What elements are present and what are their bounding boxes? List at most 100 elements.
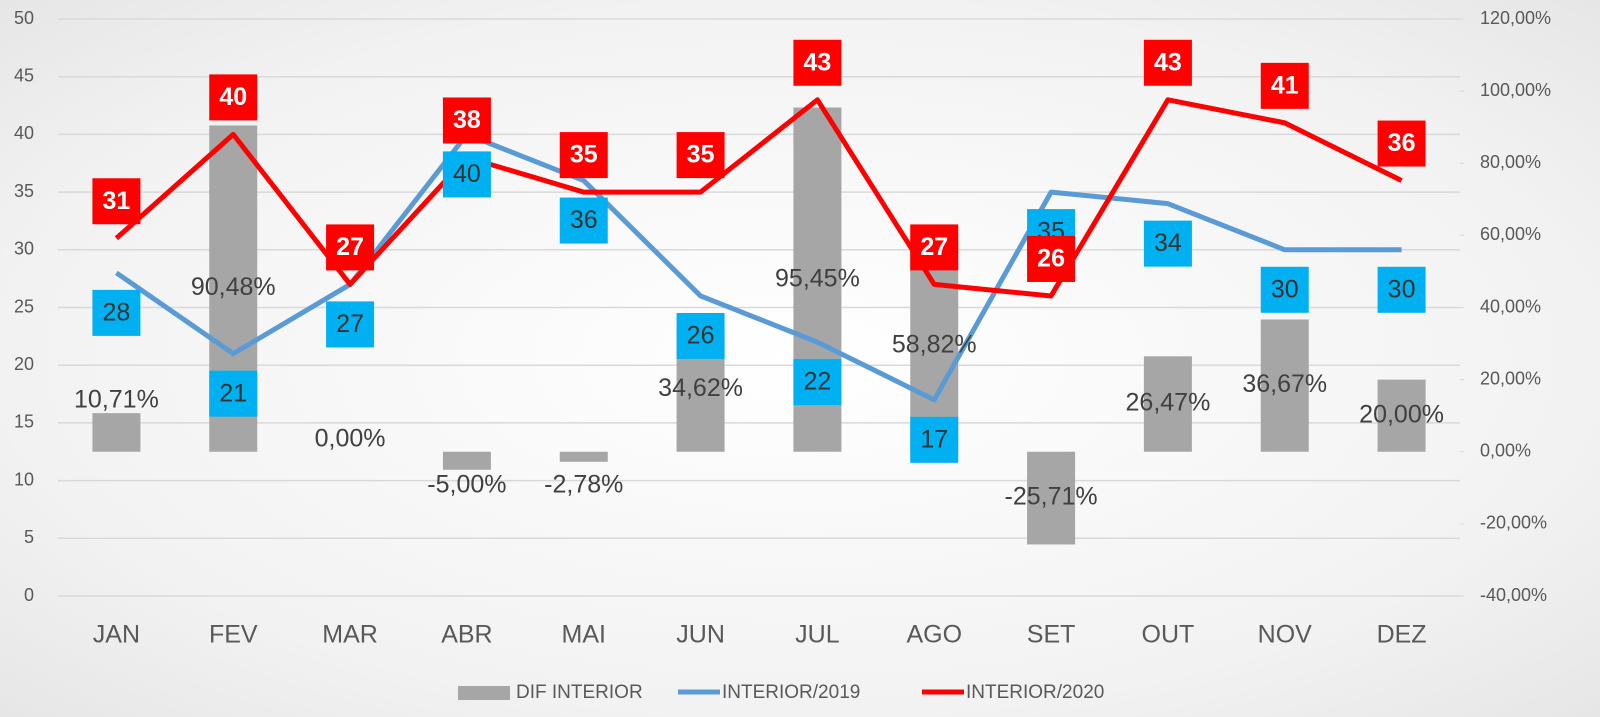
bar-label: 95,45% [775,264,860,292]
y-tick-label: 30 [14,239,34,259]
x-tick-label: ABR [441,621,492,649]
label-box [326,301,375,348]
line-label: 30 [1388,275,1416,303]
y2-tick-label: -20,00% [1480,513,1547,533]
line-label: 43 [1154,48,1182,76]
line [114,131,1402,403]
line-label: 41 [1271,71,1299,99]
y2-tick-label: 40,00% [1480,296,1541,316]
label-box [1260,266,1309,313]
bar [442,451,491,470]
line-label: 27 [920,233,948,261]
bar-label: 26,47% [1126,389,1211,417]
x-tick-label: FEV [209,621,258,649]
label-box [793,359,842,406]
y-tick-label: 10 [14,469,34,489]
bar-label: -5,00% [427,470,506,498]
label-box [442,97,491,144]
label-box [92,178,141,225]
y2-tick-label: -40,00% [1480,585,1547,605]
bar [1260,319,1309,452]
x-tick-label: DEZ [1377,621,1427,649]
bar-label: 90,48% [191,273,276,301]
bar [910,239,959,452]
label-box [209,74,258,121]
x-tick-label: JAN [93,621,140,649]
line-label: 31 [103,187,131,215]
line-label: 27 [336,310,364,338]
line-label: 26 [1037,245,1065,273]
y2-tick-label: 60,00% [1480,224,1541,244]
label-box [1143,39,1192,86]
label-box [92,289,141,336]
label-box [793,39,842,86]
x-tick-label: SET [1027,621,1076,649]
line-label: 26 [687,322,715,350]
y-tick-label: 45 [14,65,34,85]
line-label: 22 [804,368,832,396]
line-label: 38 [453,106,481,134]
label-box [442,151,491,198]
bar-label: 0,00% [315,424,386,452]
line-label: 40 [219,83,247,111]
label-box [676,132,725,179]
y-tick-label: 0 [24,585,34,605]
label-box [559,197,608,244]
bar-label: 58,82% [892,330,977,358]
legend-marker [458,686,510,700]
x-tick-label: AGO [906,621,962,649]
y-tick-label: 40 [14,123,34,143]
label-box [559,132,608,179]
label-box [676,312,725,359]
line [114,97,1403,299]
bar-label: -2,78% [544,470,623,498]
line-label: 35 [570,141,598,169]
x-tick-label: JUN [676,621,725,649]
y-tick-label: 15 [14,412,34,432]
label-box [1377,266,1426,313]
label-box [1377,120,1426,167]
x-tick-label: MAR [322,621,378,649]
y-tick-label: 50 [14,8,34,28]
bar-label: 20,00% [1359,400,1444,428]
label-box [1260,62,1309,109]
label-box [1143,220,1192,267]
y-tick-label: 35 [14,181,34,201]
line-label: 35 [687,141,715,169]
y2-tick-label: 20,00% [1480,368,1541,388]
y-tick-label: 5 [24,527,34,547]
label-box [326,224,375,271]
bar [1143,356,1192,452]
label-box [910,416,959,463]
line-label: 36 [1388,129,1416,157]
bar-label: -25,71% [1005,483,1098,511]
legend-label: INTERIOR/2019 [722,682,860,703]
label-box [910,224,959,271]
bar-label: 36,67% [1242,370,1327,398]
x-tick-label: JUL [795,621,840,649]
legend-label: DIF INTERIOR [516,682,643,703]
line-label: 36 [570,206,598,234]
line-label: 43 [804,48,832,76]
line-label: 27 [336,233,364,261]
y2-tick-label: 100,00% [1480,80,1551,100]
y2-tick-label: 120,00% [1480,8,1551,28]
line-label: 28 [103,298,131,326]
y2-tick-label: 80,00% [1480,152,1541,172]
line-label: 30 [1271,275,1299,303]
label-box [209,370,258,417]
label-box [1027,235,1076,282]
line-label: 17 [920,425,948,453]
bar-label: 10,71% [74,386,159,414]
y-tick-label: 25 [14,296,34,316]
legend-label: INTERIOR/2020 [966,682,1104,703]
line-label: 34 [1154,229,1182,257]
line-label: 40 [453,160,481,188]
x-tick-label: MAI [562,621,606,649]
bar [1377,379,1426,452]
bar-label: 34,62% [658,374,743,402]
bar [559,451,608,462]
line-label: 21 [219,379,247,407]
